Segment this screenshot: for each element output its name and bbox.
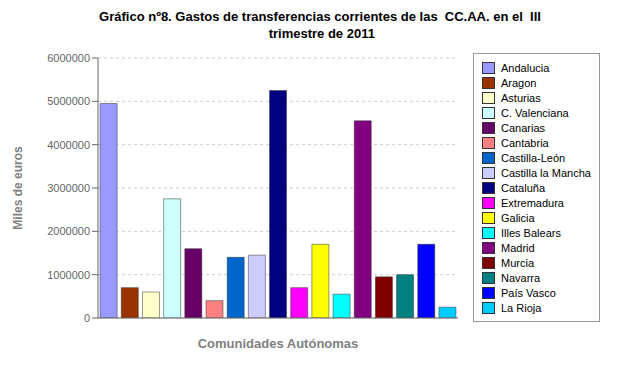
svg-text:0: 0 <box>84 312 90 324</box>
html-text:Navarra: Navarra <box>501 271 541 284</box>
html-text:Castilla la Mancha: Castilla la Mancha <box>501 166 591 179</box>
html-text:Andalucia: Andalucia <box>501 61 550 74</box>
html-text:Madrid: Madrid <box>501 241 535 254</box>
html-text:Cantabria: Cantabria <box>501 136 549 149</box>
html-text:Cataluña: Cataluña <box>501 181 545 194</box>
svg-text:1000000: 1000000 <box>47 269 90 281</box>
svg-text:Miles de euros: Miles de euros <box>11 146 25 230</box>
html-text:País Vasco: País Vasco <box>501 286 556 299</box>
html-text:La Rioja: La Rioja <box>501 301 542 314</box>
html-text:Illes Balears: Illes Balears <box>501 226 561 239</box>
svg-text:Comunidades Autónomas: Comunidades Autónomas <box>198 336 359 351</box>
html-text:Extremadura: Extremadura <box>501 196 564 209</box>
html-text:Galicia: Galicia <box>501 211 535 224</box>
html-text:trimestre de 2011: trimestre de 2011 <box>265 26 375 41</box>
html-text:Asturias: Asturias <box>501 91 541 104</box>
svg-text:6000000: 6000000 <box>47 52 90 64</box>
html-text:Aragon: Aragon <box>501 76 537 89</box>
svg-text:2000000: 2000000 <box>47 225 90 237</box>
html-text:Canarias: Canarias <box>501 121 545 134</box>
html-text:C. Valenciana: C. Valenciana <box>501 106 569 119</box>
html-text:Murcia: Murcia <box>501 256 534 269</box>
svg-text:5000000: 5000000 <box>47 95 90 107</box>
html-text:Gráfico nº8. Gastos de transfe: Gráfico nº8. Gastos de transferencias co… <box>99 9 541 24</box>
svg-text:3000000: 3000000 <box>47 182 90 194</box>
html-text:Castilla-León: Castilla-León <box>501 151 566 164</box>
svg-text:4000000: 4000000 <box>47 139 90 151</box>
